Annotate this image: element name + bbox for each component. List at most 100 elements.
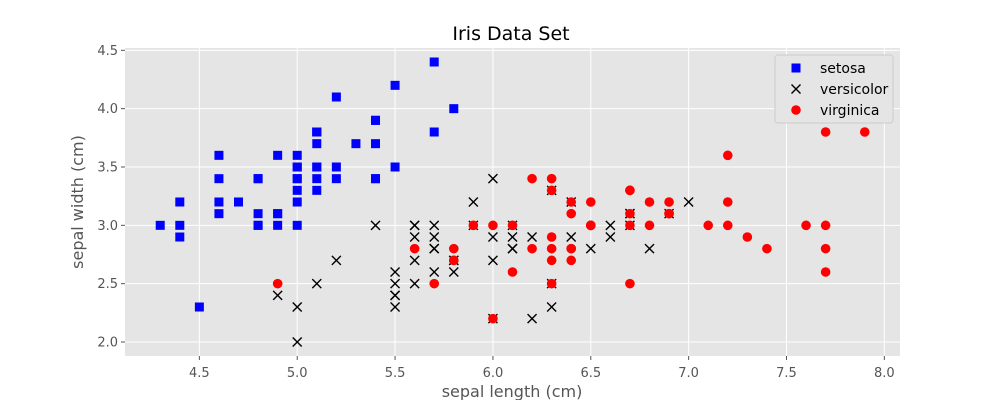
virginica-point [527,173,537,184]
setosa-point [175,197,185,207]
legend-marker-versicolor [791,84,801,94]
setosa-point [214,197,224,207]
virginica-point [546,255,557,266]
x-tick-label: 5.0 [287,366,308,381]
virginica-point [722,150,733,161]
setosa-point [253,209,263,219]
versicolor-point [605,220,616,231]
setosa-point [214,209,224,219]
virginica-point [820,127,831,137]
virginica-point [644,220,655,231]
legend-marker-setosa [791,63,801,73]
virginica-point [625,278,635,289]
setosa-point [273,220,283,230]
setosa-point [292,197,302,207]
virginica-point [859,127,870,137]
virginica-point [566,197,577,207]
setosa-point [331,92,341,102]
setosa-point [214,150,224,160]
virginica-point [762,243,772,254]
setosa-point [292,162,302,172]
x-tick-label: 6.5 [580,366,601,381]
versicolor-point [272,290,283,301]
y-axis-ticks: 2.0 2.5 3.0 3.5 4.0 4.5 [97,44,125,351]
setosa-point [312,139,322,149]
virginica-point [742,232,753,242]
setosa-point [331,162,341,172]
setosa-point [175,232,185,242]
x-tick-label: 6.0 [483,366,504,381]
y-tick-label: 2.0 [97,336,118,351]
virginica-point [664,208,674,219]
versicolor-point [487,173,498,184]
virginica-point [566,243,577,254]
versicolor-point [507,232,518,242]
legend-marker-virginica [791,105,801,115]
virginica-point [546,243,557,254]
versicolor-point [409,278,420,289]
setosa-point [390,80,400,90]
setosa-point [292,150,302,160]
setosa-point [292,174,302,184]
virginica-point [272,278,283,289]
x-tick-label: 7.0 [678,366,699,381]
virginica-point [507,267,518,277]
setosa-point [175,220,185,230]
y-axis-label: sepal width (cm) [68,135,87,269]
virginica-point [820,220,831,231]
setosa-point [390,162,400,172]
y-tick-label: 4.0 [97,102,118,117]
y-tick-label: 3.5 [97,161,118,176]
virginica-point [644,197,655,207]
setosa-point [273,150,283,160]
virginica-point [625,208,635,219]
setosa-point [273,209,283,219]
virginica-point [527,243,537,254]
x-axis-ticks: 4.5 5.0 5.5 6.0 6.5 7.0 7.5 8.0 [189,356,895,381]
versicolor-point [527,313,538,324]
virginica-point [546,173,557,184]
y-tick-label: 2.5 [97,277,118,292]
versicolor-point [527,232,538,242]
setosa-point [292,220,302,230]
virginica-point [625,185,635,196]
versicolor-point [390,302,401,312]
virginica-point [488,220,498,231]
versicolor-point [390,267,401,277]
setosa-point [312,162,322,172]
setosa-point [292,185,302,195]
setosa-point [234,197,244,207]
versicolor-point [429,220,440,231]
virginica-point [448,243,459,254]
versicolor-point [585,243,596,254]
versicolor-point [409,220,420,231]
versicolor-point [644,243,655,254]
legend-label-virginica: virginica [820,103,880,119]
x-tick-label: 7.5 [776,366,797,381]
versicolor-point [507,243,518,254]
data-points [155,57,870,347]
virginica-point [468,220,479,231]
virginica-point [703,220,714,231]
setosa-point [253,174,263,184]
virginica-point [625,220,635,231]
versicolor-point [429,232,440,242]
setosa-point [253,220,263,230]
versicolor-point [468,197,479,207]
virginica-point [585,220,596,231]
virginica-point [429,278,440,289]
legend-label-setosa: setosa [820,61,866,77]
y-tick-label: 3.0 [97,219,118,234]
versicolor-point [292,302,303,312]
versicolor-point [390,278,401,289]
x-tick-label: 8.0 [874,366,895,381]
versicolor-point [311,278,322,289]
virginica-point [409,243,420,254]
versicolor-point [390,290,401,301]
legend: setosa versicolor virginica [774,54,894,124]
virginica-point [722,197,733,207]
virginica-point [820,267,831,277]
versicolor-point [429,243,440,254]
versicolor-point [487,232,498,242]
versicolor-point [429,267,440,277]
